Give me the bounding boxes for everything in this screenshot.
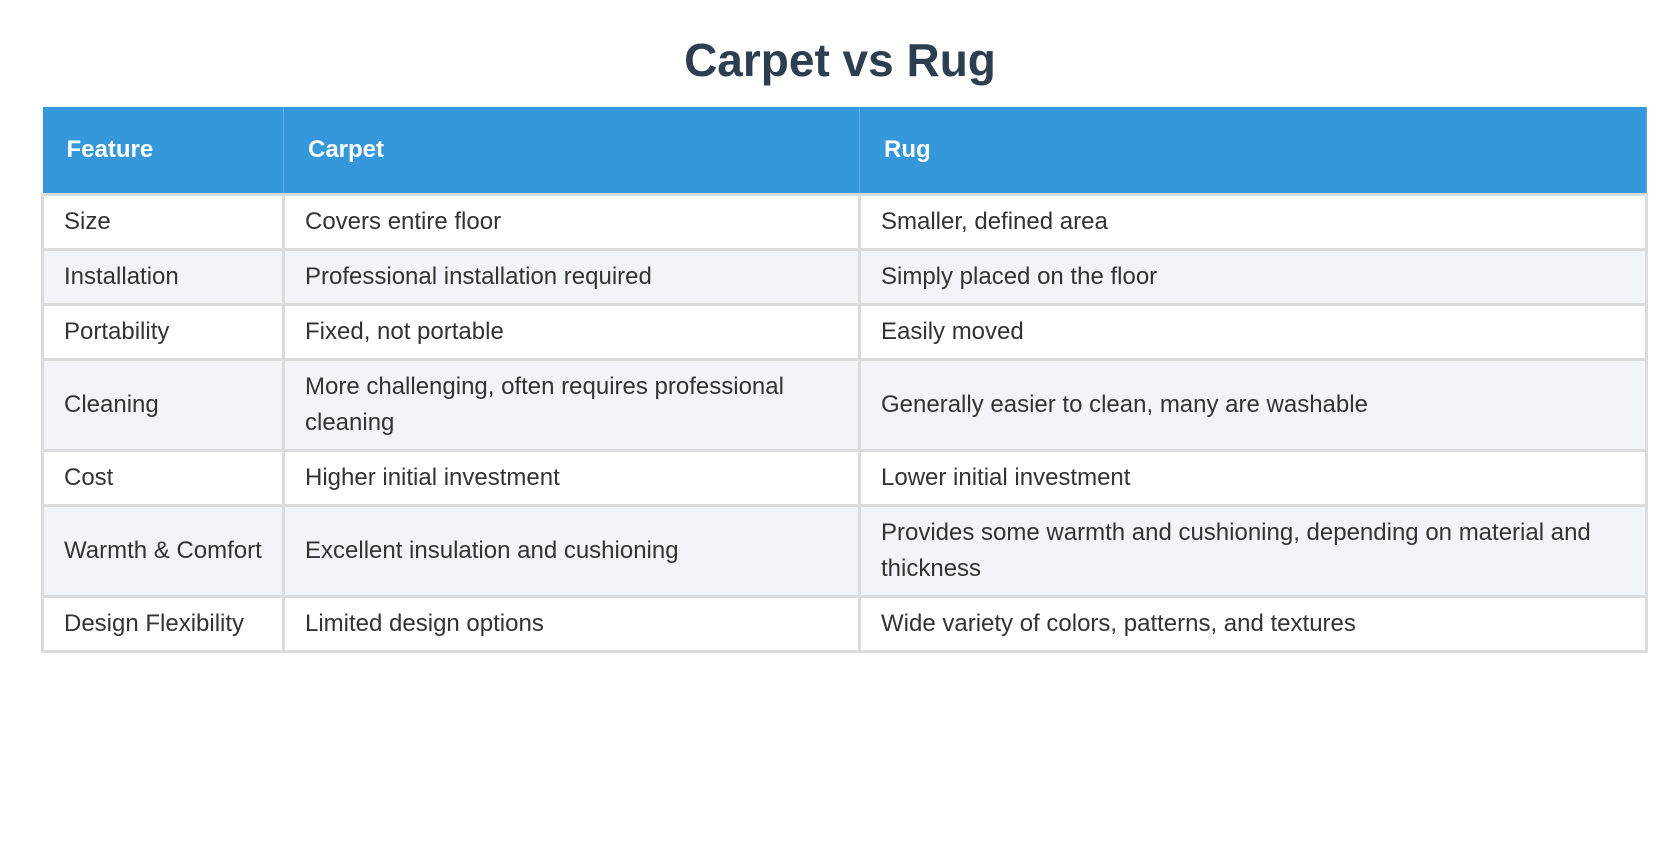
table-row: Cost Higher initial investment Lower initi… bbox=[41, 449, 1648, 507]
comparison-table: Feature Carpet Rug Size Covers entire flo… bbox=[41, 107, 1648, 653]
feature-cell: Cleaning bbox=[41, 358, 285, 452]
rug-cell: Wide variety of colors, patterns, and te… bbox=[858, 595, 1648, 653]
header-feature: Feature bbox=[42, 107, 284, 195]
rug-cell: Smaller, defined area bbox=[858, 193, 1648, 251]
feature-cell: Size bbox=[41, 193, 285, 251]
table-row: Design Flexibility Limited design options… bbox=[41, 595, 1648, 653]
header-rug: Rug bbox=[859, 107, 1647, 195]
feature-cell: Installation bbox=[41, 248, 285, 306]
carpet-cell: Professional installation required bbox=[282, 248, 861, 306]
feature-cell: Portability bbox=[41, 303, 285, 361]
rug-cell: Lower initial investment bbox=[858, 449, 1648, 507]
carpet-cell: Covers entire floor bbox=[282, 193, 861, 251]
carpet-cell: Limited design options bbox=[282, 595, 861, 653]
feature-cell: Design Flexibility bbox=[41, 595, 285, 653]
carpet-cell: Higher initial investment bbox=[282, 449, 861, 507]
carpet-cell: More challenging, often requires profess… bbox=[282, 358, 861, 452]
rug-cell: Generally easier to clean, many are wash… bbox=[858, 358, 1648, 452]
page-title: Carpet vs Rug bbox=[684, 34, 996, 86]
rug-cell: Provides some warmth and cushioning, dep… bbox=[858, 504, 1648, 598]
table-row: Cleaning More challenging, often requires… bbox=[41, 358, 1648, 452]
table-row: Size Covers entire floor Smaller, defined … bbox=[41, 193, 1648, 251]
header-carpet: Carpet bbox=[283, 107, 860, 195]
table-row: Portability Fixed, not portable Easily mov… bbox=[41, 303, 1648, 361]
table-row: Warmth & Comfort Excellent insulation and… bbox=[41, 504, 1648, 598]
carpet-cell: Fixed, not portable bbox=[282, 303, 861, 361]
carpet-cell: Excellent insulation and cushioning bbox=[282, 504, 861, 598]
rug-cell: Easily moved bbox=[858, 303, 1648, 361]
table-row: Installation Professional installation re… bbox=[41, 248, 1648, 306]
feature-cell: Warmth & Comfort bbox=[41, 504, 285, 598]
feature-cell: Cost bbox=[41, 449, 285, 507]
rug-cell: Simply placed on the floor bbox=[858, 248, 1648, 306]
header-row: Feature Carpet Rug bbox=[42, 107, 1647, 195]
